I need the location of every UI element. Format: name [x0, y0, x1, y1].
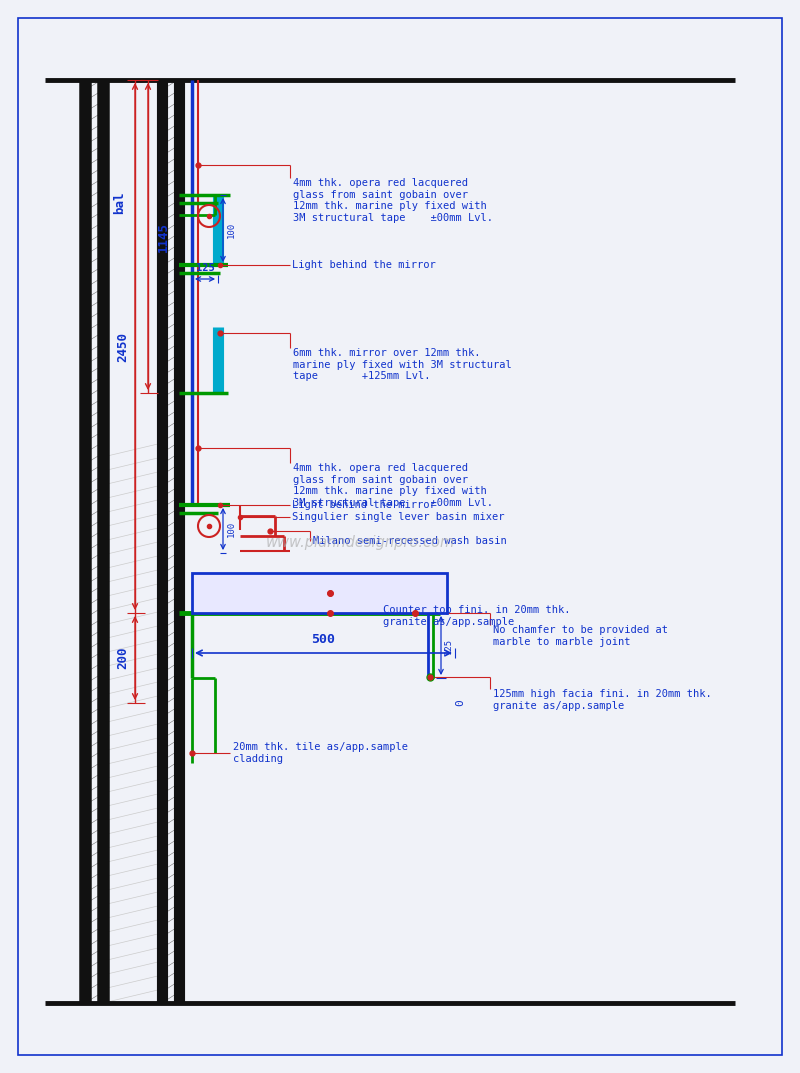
- Text: 100: 100: [227, 222, 236, 238]
- Text: Light behind the mirror: Light behind the mirror: [292, 260, 436, 270]
- Text: Milano semi-recessed wash basin: Milano semi-recessed wash basin: [313, 536, 506, 546]
- Text: www.planndesignpro.com: www.planndesignpro.com: [266, 535, 454, 550]
- Text: 2450: 2450: [117, 332, 130, 362]
- Text: 100: 100: [227, 520, 236, 538]
- Text: Singulier single lever basin mixer: Singulier single lever basin mixer: [292, 512, 505, 521]
- Text: No chamfer to be provided at
marble to marble joint: No chamfer to be provided at marble to m…: [493, 624, 668, 647]
- Text: 200: 200: [117, 647, 130, 670]
- Text: 1145: 1145: [157, 222, 170, 252]
- Text: 20mm thk. tile as/app.sample
cladding: 20mm thk. tile as/app.sample cladding: [233, 743, 408, 764]
- Text: bal: bal: [114, 192, 126, 215]
- Text: 125mm high facia fini. in 20mm thk.
granite as/app.sample: 125mm high facia fini. in 20mm thk. gran…: [493, 689, 712, 710]
- Bar: [192, 573, 447, 613]
- Text: 125: 125: [444, 638, 453, 655]
- Text: 4mm thk. opera red lacquered
glass from saint gobain over
12mm thk. marine ply f: 4mm thk. opera red lacquered glass from …: [293, 178, 493, 223]
- Text: Counter top fini. in 20mm thk.
granite as/app.sample: Counter top fini. in 20mm thk. granite a…: [383, 605, 570, 627]
- Text: 6mm thk. mirror over 12mm thk.
marine ply fixed with 3M structural
tape       +1: 6mm thk. mirror over 12mm thk. marine pl…: [293, 348, 512, 381]
- Text: 125: 125: [196, 263, 214, 273]
- Text: 4mm thk. opera red lacquered
glass from saint gobain over
12mm thk. marine ply f: 4mm thk. opera red lacquered glass from …: [293, 464, 493, 508]
- Text: 0: 0: [455, 700, 465, 706]
- Text: Light behind the mirror: Light behind the mirror: [292, 500, 436, 510]
- Text: 500: 500: [311, 633, 335, 646]
